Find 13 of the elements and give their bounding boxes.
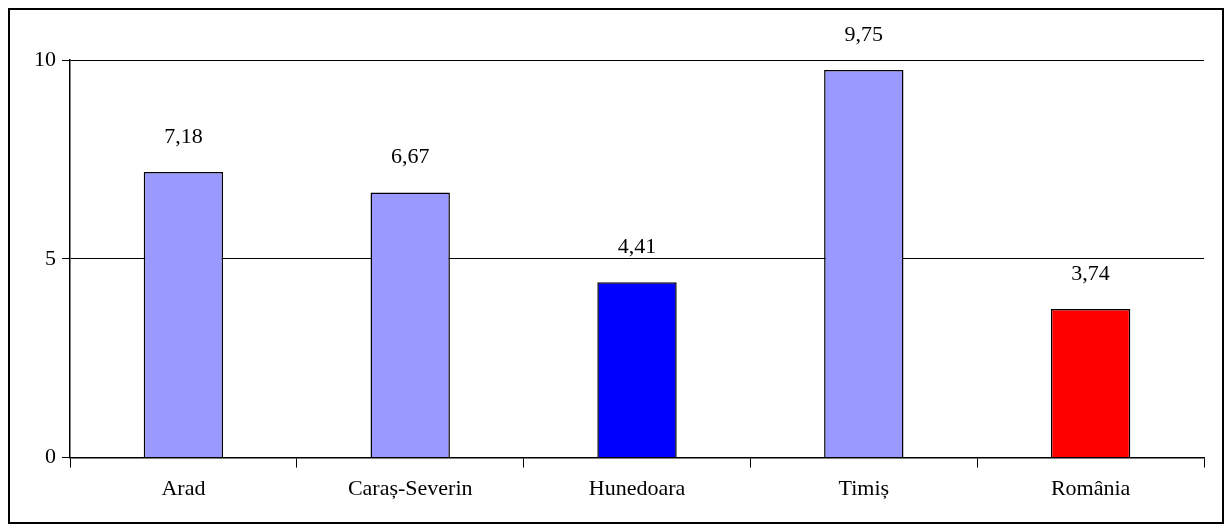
data-label: 3,74 [1071,259,1110,285]
x-tick-label: Caraș-Severin [347,474,473,500]
y-tick-label: 10 [34,45,56,71]
data-label: 7,18 [164,122,203,148]
x-tick-label: România [1050,474,1131,500]
data-label: 4,41 [617,233,657,259]
y-tick-label: 0 [45,443,56,469]
x-tick-label: Hunedoara [588,474,686,500]
y-tick-label: 5 [45,244,56,270]
x-tick-label: Arad [161,474,206,500]
data-label: 6,67 [390,143,430,169]
data-label: 9,75 [844,20,884,46]
x-tick-label: Timiș [838,474,890,500]
